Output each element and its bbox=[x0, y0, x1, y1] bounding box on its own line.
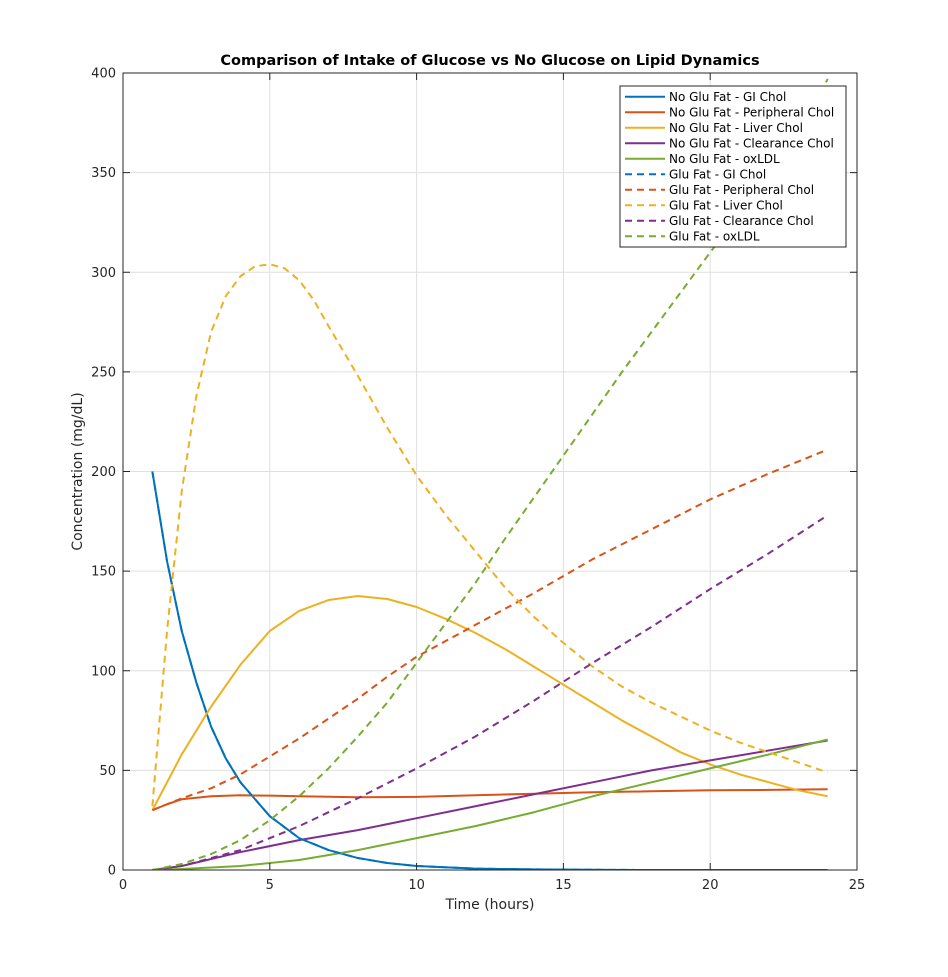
legend-entry-label: No Glu Fat - Peripheral Chol bbox=[669, 105, 834, 119]
y-tick-label: 50 bbox=[99, 764, 116, 779]
series-line-3 bbox=[151, 595, 828, 811]
legend-entry-label: No Glu Fat - Clearance Chol bbox=[669, 136, 834, 150]
x-tick-label: 5 bbox=[266, 878, 274, 893]
series-line-2 bbox=[151, 788, 828, 812]
y-tick-label: 300 bbox=[91, 266, 116, 281]
series-line-4 bbox=[152, 739, 828, 870]
x-tick-label: 15 bbox=[555, 878, 572, 893]
y-tick-label: 0 bbox=[108, 864, 116, 879]
legend-entry-label: Glu Fat - GI Chol bbox=[669, 167, 766, 181]
y-tick-label: 250 bbox=[91, 365, 116, 380]
series-line-5 bbox=[152, 738, 828, 870]
y-axis-label: Concentration (mg/dL) bbox=[70, 392, 86, 550]
legend-entry-label: No Glu Fat - GI Chol bbox=[669, 90, 786, 104]
x-tick-label: 25 bbox=[849, 878, 866, 893]
legend-entry-label: No Glu Fat - Liver Chol bbox=[669, 121, 803, 135]
legend-entry-label: No Glu Fat - oxLDL bbox=[669, 152, 780, 166]
x-tick-label: 10 bbox=[408, 878, 425, 893]
y-tick-label: 350 bbox=[91, 166, 116, 181]
y-tick-label: 100 bbox=[91, 664, 116, 679]
y-tick-label: 400 bbox=[91, 67, 116, 82]
series-line-8 bbox=[151, 263, 828, 807]
legend-entry-label: Glu Fat - oxLDL bbox=[669, 229, 760, 243]
x-axis-label: Time (hours) bbox=[445, 897, 535, 913]
series-line-9 bbox=[152, 514, 829, 870]
series-line-7 bbox=[151, 448, 829, 812]
y-tick-label: 200 bbox=[91, 465, 116, 480]
y-tick-label: 150 bbox=[91, 565, 116, 580]
legend-entry-label: Glu Fat - Clearance Chol bbox=[669, 214, 814, 228]
legend-entry-label: Glu Fat - Liver Chol bbox=[669, 198, 783, 212]
x-tick-label: 0 bbox=[119, 878, 127, 893]
legend-entry-label: Glu Fat - Peripheral Chol bbox=[669, 183, 814, 197]
x-tick-label: 20 bbox=[702, 878, 719, 893]
chart-title: Comparison of Intake of Glucose vs No Gl… bbox=[220, 53, 759, 69]
